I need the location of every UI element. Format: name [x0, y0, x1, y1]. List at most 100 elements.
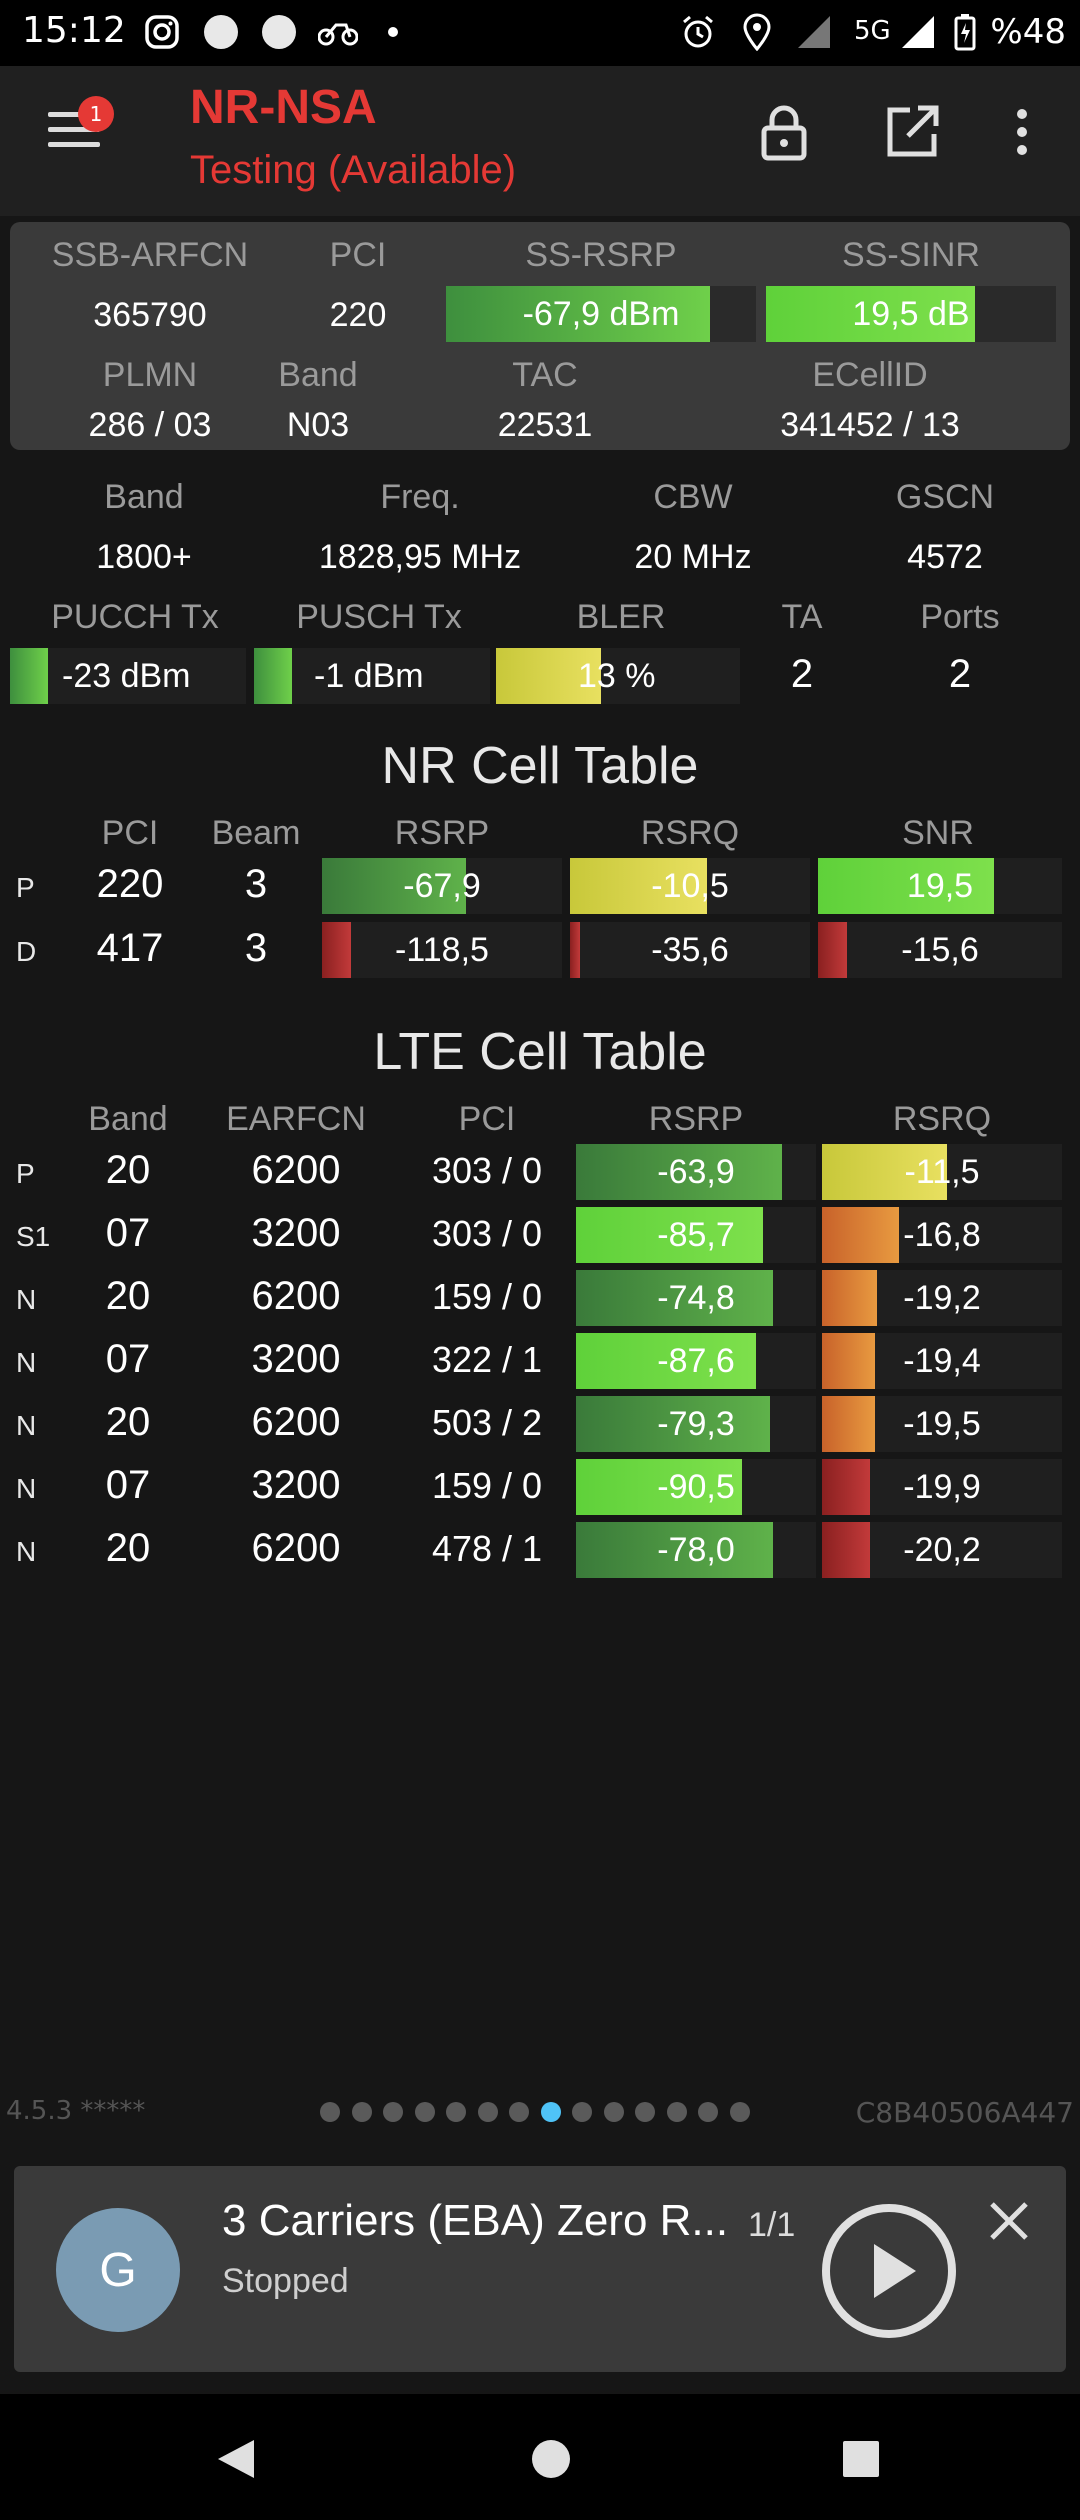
- more-vert-icon[interactable]: [1000, 100, 1064, 164]
- close-icon[interactable]: [984, 2196, 1034, 2246]
- nr-rsrq-value: -35,6: [651, 930, 729, 969]
- page-dot[interactable]: [477, 2102, 498, 2122]
- pci-header: PCI: [329, 236, 387, 274]
- cbw-value: 20 MHz: [634, 538, 752, 576]
- lte-rsrp-bar-fill: [576, 1144, 783, 1200]
- lte-band-header: Band: [88, 1100, 168, 1138]
- back-icon[interactable]: [212, 2436, 258, 2486]
- ss-rsrp-header: SS-RSRP: [525, 236, 677, 274]
- bler-value: 13 %: [578, 656, 656, 695]
- nr-snr-bar: 19,5: [818, 858, 1062, 914]
- nr-rsrq-bar: -10,5: [570, 858, 810, 914]
- lte-pci-header: PCI: [458, 1100, 516, 1138]
- ports-header: Ports: [920, 598, 1000, 636]
- lock-icon[interactable]: [752, 100, 816, 164]
- plmn-header: PLMN: [102, 356, 198, 394]
- lte-rsrq-bar-fill: [822, 1396, 875, 1452]
- ssb-arfcn-value: 365790: [93, 296, 207, 334]
- pci-value: 220: [329, 296, 387, 334]
- dot-icon: [388, 12, 398, 52]
- battery-percent: %48: [990, 12, 1066, 52]
- network-type: 5G: [854, 16, 891, 46]
- lte-rsrq-bar-fill: [822, 1270, 878, 1326]
- player-count: 1/1: [748, 2206, 796, 2244]
- page-dot[interactable]: [351, 2102, 372, 2122]
- lte-pci-value: 303 / 0: [431, 1213, 543, 1254]
- home-icon[interactable]: [530, 2438, 572, 2484]
- menu-icon[interactable]: [48, 112, 100, 152]
- lte-earfcn-value: 6200: [251, 1274, 341, 1318]
- nr-rsrp-bar-fill: [322, 922, 351, 978]
- cbw-header: CBW: [653, 478, 733, 516]
- recents-icon[interactable]: [842, 2440, 880, 2482]
- lte-pci-value: 503 / 2: [431, 1402, 543, 1443]
- ports-value: 2: [948, 652, 972, 696]
- page-dot[interactable]: [572, 2102, 592, 2122]
- circle-icon: [204, 12, 238, 52]
- lte-rsrp-bar-fill: [576, 1396, 771, 1452]
- lte-band-value: 07: [105, 1337, 151, 1381]
- notification-badge: 1: [78, 96, 114, 132]
- page-dot[interactable]: [635, 2102, 655, 2122]
- pucch-tx-bar: -23 dBm: [10, 648, 246, 704]
- lte-pci-value: 322 / 1: [431, 1339, 543, 1380]
- row-tag: N: [16, 1410, 37, 1441]
- page-dot[interactable]: [603, 2102, 624, 2122]
- nr-pci-value: 220: [96, 862, 164, 906]
- lte-rsrq-bar-fill: [822, 1333, 875, 1389]
- nr-snr-value: -15,6: [901, 930, 979, 969]
- gscn-header: GSCN: [895, 478, 995, 516]
- pusch-tx-header: PUSCH Tx: [296, 598, 462, 636]
- lte-rsrp-value: -90,5: [657, 1467, 735, 1506]
- device-id: C8B40506A447: [855, 2096, 1074, 2129]
- lte-rsrp-value: -63,9: [657, 1152, 735, 1191]
- lte-rsrq-value: -20,2: [903, 1530, 981, 1569]
- row-tag: N: [16, 1347, 37, 1378]
- row-tag: S1: [16, 1221, 51, 1252]
- lte-earfcn-value: 6200: [251, 1400, 341, 1444]
- nr-rsrp-bar: -67,9: [322, 858, 562, 914]
- play-button[interactable]: [822, 2204, 956, 2338]
- page-dot[interactable]: [729, 2102, 750, 2122]
- lte-rsrq-bar-fill: [822, 1459, 870, 1515]
- player-title: 3 Carriers (EBA) Zero R...: [222, 2196, 729, 2245]
- page-dot[interactable]: [698, 2102, 718, 2122]
- nr-snr-header: SNR: [902, 814, 974, 852]
- lte-band-value: 20: [105, 1526, 151, 1570]
- lte-pci-value: 478 / 1: [431, 1528, 543, 1569]
- lte-pci-value: 159 / 0: [431, 1276, 543, 1317]
- lte-rsrp-bar: -87,6: [576, 1333, 816, 1389]
- ss-sinr-bar-fill: [766, 286, 975, 342]
- page-dot[interactable]: [509, 2102, 529, 2122]
- nr-snr-bar-fill: [818, 922, 848, 978]
- band-value: N03: [286, 406, 350, 444]
- nr-rsrq-header: RSRQ: [640, 814, 740, 852]
- lte-rsrq-bar: -19,5: [822, 1396, 1062, 1452]
- page-dot[interactable]: [666, 2102, 687, 2122]
- lte-earfcn-value: 3200: [251, 1337, 341, 1381]
- nr-snr-value: 19,5: [906, 866, 974, 905]
- page-dot[interactable]: [540, 2102, 561, 2122]
- page-dot[interactable]: [446, 2102, 466, 2122]
- nr-pci-value: 417: [96, 926, 164, 970]
- nr-rsrp-header: RSRP: [394, 814, 490, 852]
- lte-rsrp-value: -78,0: [657, 1530, 735, 1569]
- lte-rsrp-value: -87,6: [657, 1341, 735, 1380]
- lte-rsrp-value: -79,3: [657, 1404, 735, 1443]
- open-external-icon[interactable]: [880, 100, 944, 164]
- lte-rsrq-bar-fill: [822, 1522, 870, 1578]
- lte-rsrq-bar: -20,2: [822, 1522, 1062, 1578]
- ta-value: 2: [790, 652, 814, 696]
- version-text: 4.5.3 *****: [6, 2096, 146, 2126]
- nr-rsrp-bar-fill: [322, 858, 466, 914]
- circle-icon: [262, 12, 296, 52]
- lte-earfcn-value: 6200: [251, 1526, 341, 1570]
- lte-rsrq-bar-fill: [822, 1144, 947, 1200]
- page-dot[interactable]: [383, 2102, 403, 2122]
- page-dot[interactable]: [320, 2102, 340, 2122]
- band-value: 1800+: [96, 538, 192, 576]
- page-dot[interactable]: [414, 2102, 435, 2122]
- lte-band-value: 20: [105, 1400, 151, 1444]
- lte-band-value: 20: [105, 1148, 151, 1192]
- tac-value: 22531: [497, 406, 593, 444]
